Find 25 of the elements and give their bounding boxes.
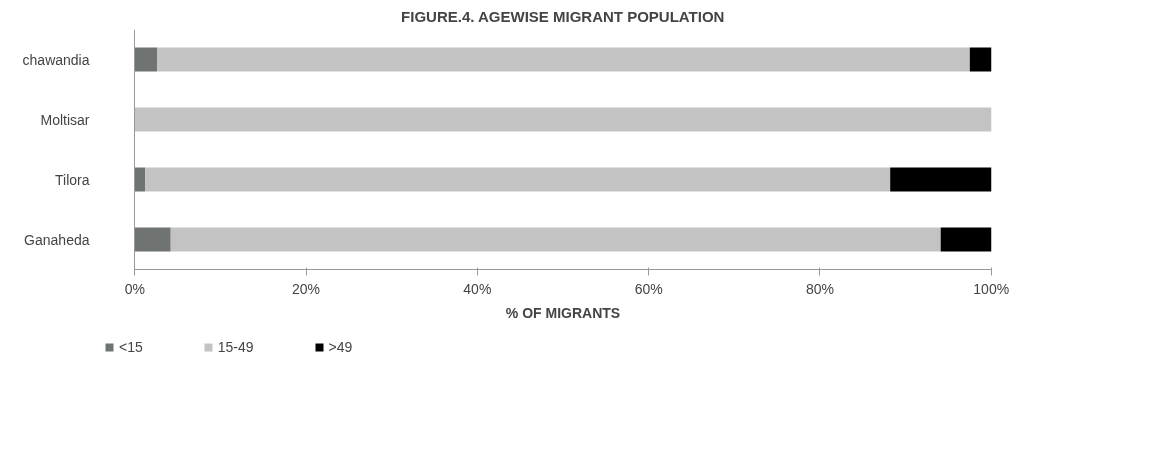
legend-label: 15-49 [217, 339, 254, 355]
y-tick-label: Ganaheda [24, 231, 90, 248]
x-tick-label: 20% [292, 280, 321, 297]
x-tick-label: 0% [124, 280, 145, 297]
chart-title: FIGURE.4. AGEWISE MIGRANT POPULATION [401, 7, 725, 25]
bar [170, 227, 941, 252]
bar [969, 47, 992, 72]
x-tick-label: 60% [634, 280, 663, 297]
legend-label: >49 [328, 339, 353, 355]
legend-label: <15 [119, 339, 143, 355]
bar [145, 167, 891, 192]
bar [134, 227, 171, 252]
y-tick-label: chawandia [22, 51, 90, 68]
y-tick-label: Moltisar [40, 111, 90, 128]
x-tick-label: 40% [463, 280, 492, 297]
bar [134, 107, 992, 132]
x-tick-label: 100% [973, 280, 1010, 297]
y-tick-label: Tilora [55, 171, 90, 188]
x-tick-label: 80% [805, 280, 834, 297]
bar [890, 167, 992, 192]
bar [940, 227, 992, 252]
x-axis-title: % OF MIGRANTS [505, 304, 621, 321]
bar [157, 47, 970, 72]
bar [134, 167, 146, 192]
bar [134, 47, 158, 72]
